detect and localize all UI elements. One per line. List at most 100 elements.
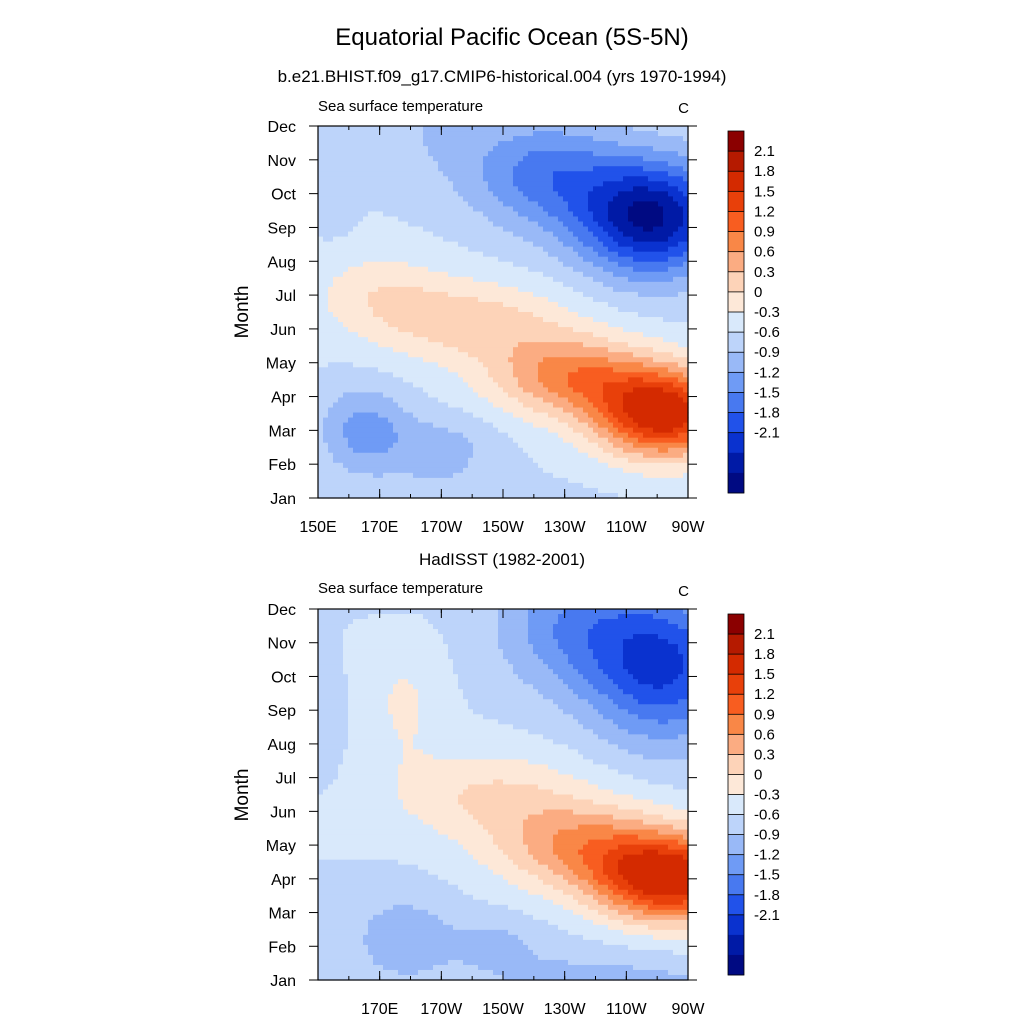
heatmap-cell bbox=[648, 447, 654, 454]
heatmap-cell bbox=[473, 171, 479, 177]
heatmap-cell bbox=[353, 442, 359, 449]
heatmap-cell bbox=[608, 196, 614, 203]
heatmap-cell bbox=[328, 362, 334, 368]
heatmap-cell bbox=[638, 407, 644, 414]
heatmap-cell bbox=[348, 261, 354, 268]
heatmap-cell bbox=[398, 241, 404, 248]
heatmap-cell bbox=[638, 432, 644, 439]
heatmap-cell bbox=[518, 447, 524, 454]
heatmap-cell bbox=[413, 226, 419, 233]
heatmap-cell bbox=[323, 412, 329, 419]
heatmap-cell bbox=[533, 402, 539, 409]
heatmap-cell bbox=[553, 422, 559, 429]
heatmap-cell bbox=[413, 317, 419, 323]
heatmap-cell bbox=[488, 296, 494, 303]
heatmap-cell bbox=[593, 276, 599, 283]
heatmap-cell bbox=[498, 136, 504, 142]
heatmap-cell bbox=[583, 246, 589, 253]
heatmap-cell bbox=[483, 357, 489, 363]
heatmap-cell bbox=[528, 181, 534, 187]
heatmap-cell bbox=[643, 372, 649, 378]
heatmap-cell bbox=[533, 462, 539, 469]
heatmap-cell bbox=[418, 317, 424, 323]
heatmap-cell bbox=[338, 251, 344, 258]
heatmap-cell bbox=[593, 131, 599, 137]
heatmap-cell bbox=[448, 462, 454, 469]
heatmap-cell bbox=[513, 402, 519, 409]
heatmap-cell bbox=[333, 146, 339, 152]
heatmap-cell bbox=[408, 191, 414, 197]
heatmap-cell bbox=[578, 236, 584, 243]
heatmap-cell bbox=[333, 256, 339, 263]
heatmap-cell bbox=[453, 181, 459, 187]
heatmap-cell bbox=[358, 407, 364, 414]
heatmap-cell bbox=[413, 482, 419, 489]
heatmap-cell bbox=[448, 402, 454, 409]
heatmap-cell bbox=[583, 216, 589, 223]
heatmap-cell bbox=[453, 281, 459, 288]
heatmap-cell bbox=[333, 412, 339, 419]
heatmap-cell bbox=[343, 312, 349, 318]
heatmap-cell bbox=[358, 387, 364, 394]
heatmap-cell bbox=[318, 201, 324, 208]
heatmap-cell bbox=[643, 226, 649, 233]
heatmap-cell bbox=[318, 241, 324, 248]
heatmap-cell bbox=[558, 407, 564, 414]
heatmap-cell bbox=[383, 246, 389, 253]
heatmap-cell bbox=[378, 382, 384, 389]
heatmap-cell bbox=[318, 377, 324, 383]
heatmap-cell bbox=[588, 241, 594, 248]
heatmap-cell bbox=[513, 216, 519, 223]
heatmap-cell bbox=[433, 392, 439, 399]
heatmap-cell bbox=[588, 482, 594, 489]
heatmap-cell bbox=[473, 452, 479, 459]
heatmap-cell bbox=[643, 276, 649, 283]
heatmap-cell bbox=[528, 201, 534, 208]
heatmap-cell bbox=[423, 211, 429, 218]
heatmap-cell bbox=[583, 477, 589, 484]
heatmap-cell bbox=[408, 286, 414, 293]
heatmap-cell bbox=[368, 296, 374, 303]
heatmap-cell bbox=[338, 256, 344, 263]
heatmap-cell bbox=[473, 327, 479, 333]
heatmap-cell bbox=[578, 432, 584, 439]
heatmap-cell bbox=[413, 457, 419, 464]
heatmap-cell bbox=[363, 271, 369, 278]
heatmap-cell bbox=[568, 327, 574, 333]
heatmap-cell bbox=[463, 141, 469, 147]
heatmap-cell bbox=[448, 422, 454, 429]
heatmap-cell bbox=[618, 146, 624, 152]
heatmap-cell bbox=[633, 221, 639, 228]
heatmap-cell bbox=[348, 382, 354, 389]
heatmap-cell bbox=[553, 266, 559, 273]
heatmap-cell bbox=[363, 261, 369, 268]
heatmap-cell bbox=[503, 231, 509, 238]
heatmap-cell bbox=[433, 477, 439, 484]
heatmap-cell bbox=[428, 462, 434, 469]
heatmap-cell bbox=[608, 437, 614, 444]
heatmap-cell bbox=[643, 156, 649, 162]
heatmap-cell bbox=[343, 337, 349, 343]
heatmap-cell bbox=[583, 387, 589, 394]
heatmap-cell bbox=[388, 317, 394, 323]
heatmap-cell bbox=[508, 156, 514, 162]
heatmap-cell bbox=[378, 392, 384, 399]
heatmap-cell bbox=[618, 176, 624, 182]
heatmap-cell bbox=[328, 447, 334, 454]
heatmap-cell bbox=[578, 352, 584, 358]
heatmap-cell bbox=[398, 357, 404, 363]
heatmap-cell bbox=[558, 317, 564, 323]
heatmap-cell bbox=[458, 437, 464, 444]
heatmap-cell bbox=[508, 231, 514, 238]
heatmap-cell bbox=[483, 176, 489, 182]
heatmap-cell bbox=[408, 442, 414, 449]
heatmap-cell bbox=[378, 312, 384, 318]
heatmap-cell bbox=[353, 332, 359, 338]
heatmap-cell bbox=[643, 241, 649, 248]
heatmap-cell bbox=[393, 332, 399, 338]
heatmap-cell bbox=[598, 417, 604, 424]
heatmap-cell bbox=[603, 126, 609, 132]
heatmap-cell bbox=[503, 357, 509, 363]
heatmap-cell bbox=[418, 482, 424, 489]
heatmap-cell bbox=[433, 281, 439, 288]
